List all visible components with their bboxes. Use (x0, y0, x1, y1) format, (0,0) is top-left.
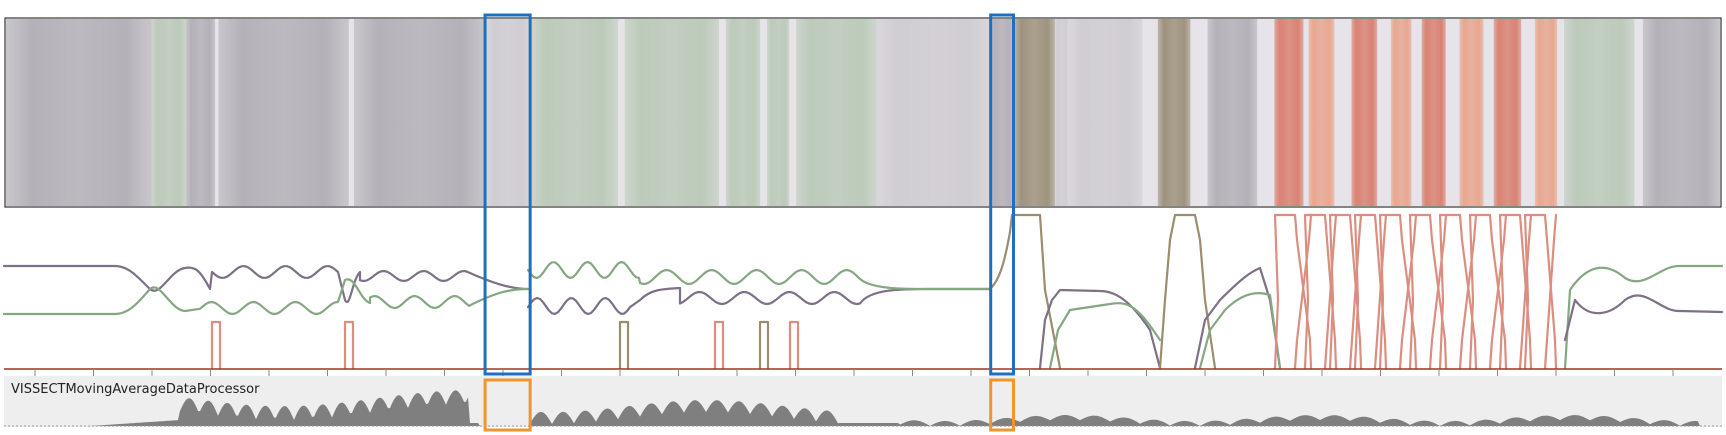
stream-line (1158, 213, 1217, 370)
strip-segment (989, 19, 1014, 206)
stream-line (1438, 213, 1478, 370)
stream-line (1563, 294, 1724, 342)
stream-line (1398, 213, 1418, 370)
streamline-chart (2, 213, 1724, 370)
stream-line (1428, 213, 1448, 370)
stream-line (1468, 213, 1508, 370)
strip-segment (1207, 19, 1258, 206)
stream-line (1038, 288, 1162, 370)
highlight-selections[interactable] (483, 13, 1015, 432)
stream-line (788, 320, 800, 370)
stream-line (1498, 213, 1533, 370)
stream-line (1518, 213, 1533, 370)
stream-line (1373, 213, 1388, 370)
stream-line (1408, 213, 1448, 370)
stream-line (1293, 213, 1313, 370)
stream-line (210, 320, 222, 370)
stream-line (1523, 213, 1558, 370)
strip-segment (1054, 19, 1069, 206)
strip-segment (1157, 19, 1191, 206)
strip-segment (1308, 19, 1335, 206)
stream-line (1563, 264, 1724, 370)
highlight-box[interactable] (483, 13, 532, 376)
stream-line (988, 213, 1062, 370)
strip-segment (6, 19, 152, 206)
activity-area (4, 390, 1722, 426)
activity-highlight-box[interactable] (989, 378, 1015, 432)
stream-line (1353, 213, 1388, 370)
stream-line (1348, 213, 1363, 370)
strip-segment (1421, 19, 1446, 206)
strip-segment (1274, 19, 1304, 206)
strip-segment (1351, 19, 1378, 206)
strip-segment (1390, 19, 1412, 206)
strip-segment (353, 19, 486, 206)
stream-line (1273, 213, 1313, 370)
stream-line (1488, 213, 1508, 370)
state-strip (6, 19, 1720, 206)
strip-segment (876, 19, 990, 206)
activity-highlight-box[interactable] (483, 378, 532, 432)
stream-line (1328, 213, 1363, 370)
stream-line (526, 260, 992, 291)
stream-line (2, 278, 530, 316)
stream-line (1543, 213, 1558, 370)
strip-segment (624, 19, 720, 206)
stream-line (1323, 213, 1338, 370)
stream-line (526, 286, 992, 316)
strip-segment (218, 19, 349, 206)
stream-line (1198, 292, 1282, 370)
strip-segment (767, 19, 790, 206)
stream-line (1458, 213, 1478, 370)
processor-name: VISSECTMovingAverageDataProcessor (11, 382, 260, 397)
strip-segment (185, 19, 216, 206)
stream-line (713, 320, 725, 370)
strip-segment (485, 19, 531, 206)
stream-line (1193, 266, 1282, 370)
strip-segment (1459, 19, 1484, 206)
strip-segment (1013, 19, 1055, 206)
stream-line (618, 320, 630, 370)
strip-segment (1642, 19, 1720, 206)
strip-segment (1493, 19, 1522, 206)
highlight-box[interactable] (989, 13, 1015, 376)
strip-segment (796, 19, 877, 206)
stream-line (2, 264, 530, 304)
strip-segment (1564, 19, 1635, 206)
strip-segment (1534, 19, 1558, 206)
stream-line (343, 320, 355, 370)
stream-line (1048, 302, 1162, 370)
strip-segment (1068, 19, 1143, 206)
stream-line (1378, 213, 1418, 370)
strip-segment (151, 19, 186, 206)
stream-line (1303, 213, 1338, 370)
stream-line (758, 320, 770, 370)
time-axis-ticks (34, 369, 1674, 376)
strip-segment (530, 19, 618, 206)
strip-segment (725, 19, 761, 206)
